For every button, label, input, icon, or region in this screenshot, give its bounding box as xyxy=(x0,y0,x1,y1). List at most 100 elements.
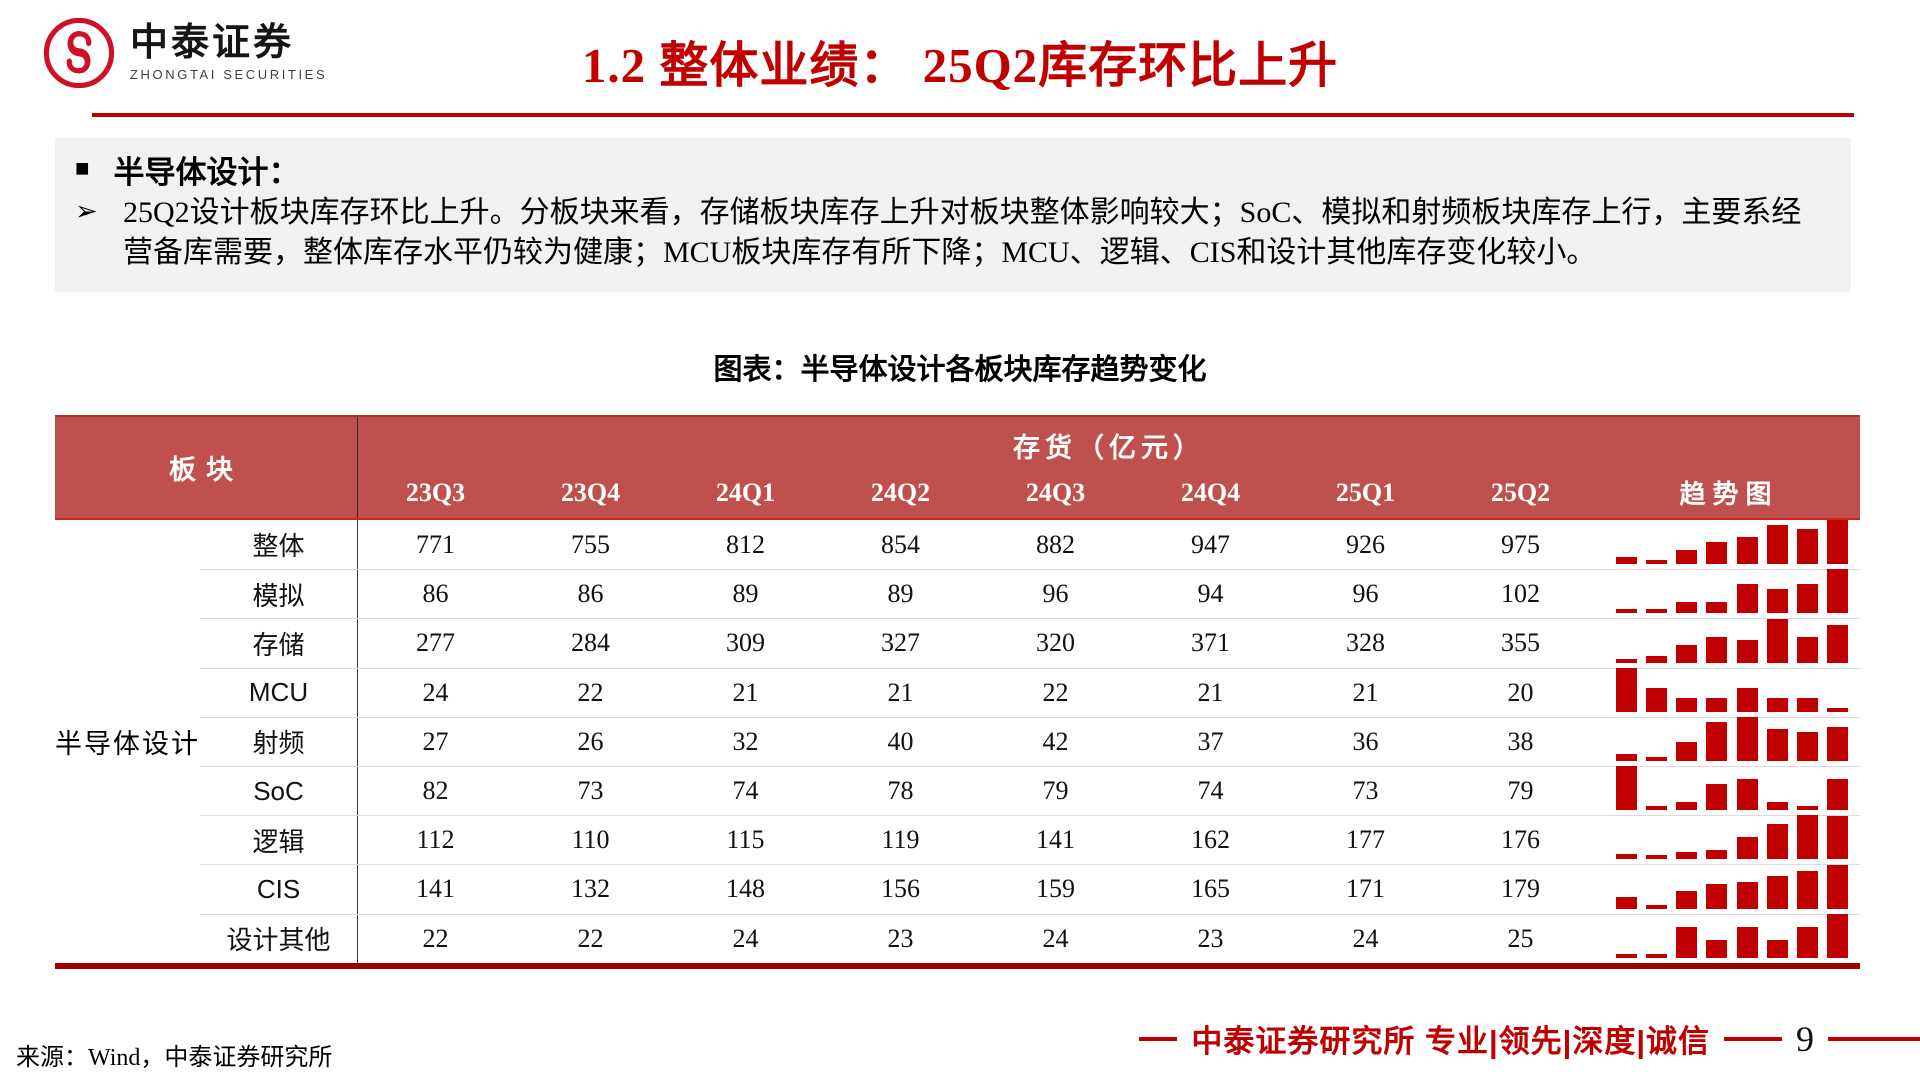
zhongtai-logo: 中泰证券 ZHONGTAI SECURITIES xyxy=(42,16,327,90)
spark-bar xyxy=(1736,584,1758,614)
trend-sparkline xyxy=(1598,766,1860,815)
logo-name-en: ZHONGTAI SECURITIES xyxy=(130,67,328,83)
spark-bar xyxy=(1766,876,1788,909)
inventory-value: 22 xyxy=(577,923,604,953)
spark-bar xyxy=(1646,806,1668,811)
inventory-value: 148 xyxy=(726,874,765,904)
inventory-value: 156 xyxy=(881,874,920,904)
spark-bar xyxy=(1796,529,1818,565)
inventory-value: 42 xyxy=(1042,726,1069,756)
inventory-value: 812 xyxy=(726,529,765,559)
spark-bar xyxy=(1616,557,1637,565)
spark-bar xyxy=(1676,927,1698,958)
inventory-value: 115 xyxy=(726,825,765,855)
inventory-value: 22 xyxy=(577,677,604,707)
table-row: 逻辑 112 110 115 119 141 162 177 176 xyxy=(55,815,1860,865)
segment-label: MCU xyxy=(200,668,358,717)
spark-bar xyxy=(1736,927,1758,958)
inventory-value: 24 xyxy=(732,923,759,953)
inventory-value: 132 xyxy=(571,874,610,904)
segment-label: 存储 xyxy=(200,619,358,668)
inventory-value: 79 xyxy=(1042,776,1069,806)
spark-bar xyxy=(1616,896,1637,909)
inventory-value: 40 xyxy=(887,726,914,756)
inventory-value: 102 xyxy=(1501,579,1540,609)
inventory-value: 165 xyxy=(1191,874,1230,904)
spark-bar xyxy=(1796,697,1818,712)
spark-bar xyxy=(1736,537,1758,565)
inventory-value: 854 xyxy=(881,529,920,559)
inventory-value: 177 xyxy=(1346,825,1385,855)
inventory-value: 755 xyxy=(571,529,610,559)
row-inner: 逻辑 112 110 115 119 141 162 177 176 xyxy=(200,815,1860,865)
header-inventory-unit: 存货（亿元） xyxy=(1013,432,1205,463)
table-row: 存储 277 284 309 327 320 371 328 355 xyxy=(55,618,1860,668)
inventory-value: 327 xyxy=(881,628,920,658)
inventory-value: 73 xyxy=(577,776,604,806)
trend-sparkline xyxy=(1598,618,1860,667)
inventory-value: 328 xyxy=(1346,628,1385,658)
inventory-value: 179 xyxy=(1501,874,1540,904)
spark-bar xyxy=(1796,815,1818,860)
spark-bar xyxy=(1766,697,1788,712)
inventory-value: 94 xyxy=(1197,579,1224,609)
spark-bar xyxy=(1676,852,1698,860)
spark-bar xyxy=(1706,783,1728,811)
spark-bar xyxy=(1826,815,1848,860)
spark-bar xyxy=(1736,779,1758,811)
summary-bullet-row: ➢ 25Q2设计板块库存环比上升。分板块来看，存储板块库存上升对板块整体影响较大… xyxy=(75,193,1825,273)
inventory-value: 309 xyxy=(726,628,765,658)
trend-sparkline xyxy=(1598,716,1860,766)
quarter-header: 24Q1 xyxy=(715,477,776,507)
inventory-value: 96 xyxy=(1352,579,1379,609)
spark-bar xyxy=(1766,618,1788,663)
inventory-value: 24 xyxy=(422,677,449,707)
inventory-value: 21 xyxy=(732,677,759,707)
summary-box: ■ 半导体设计： ➢ 25Q2设计板块库存环比上升。分板块来看，存储板块库存上升… xyxy=(55,138,1851,292)
spark-bar xyxy=(1706,637,1728,663)
spark-bar xyxy=(1676,697,1698,712)
spark-bar xyxy=(1826,707,1848,712)
spark-bar xyxy=(1826,913,1848,958)
spark-bar xyxy=(1616,854,1637,860)
inventory-value: 36 xyxy=(1352,726,1379,756)
inventory-value: 86 xyxy=(577,579,604,609)
inventory-value: 771 xyxy=(416,529,455,559)
spark-bar xyxy=(1736,716,1758,761)
spark-bar xyxy=(1736,836,1758,860)
inventory-value: 20 xyxy=(1507,677,1534,707)
spark-bar xyxy=(1706,721,1728,761)
inventory-value: 162 xyxy=(1191,825,1230,855)
spark-bar xyxy=(1826,726,1848,761)
row-inner: 模拟 86 86 89 89 96 94 96 102 xyxy=(200,569,1860,619)
quarter-header: 24Q3 xyxy=(1025,477,1086,507)
inventory-value: 112 xyxy=(416,825,455,855)
inventory-value: 284 xyxy=(571,628,610,658)
spark-bar xyxy=(1676,801,1698,811)
segment-label: 设计其他 xyxy=(200,914,358,963)
inventory-value: 96 xyxy=(1042,579,1069,609)
spark-bar xyxy=(1796,584,1818,614)
spark-bar xyxy=(1646,560,1668,565)
spark-bar xyxy=(1706,601,1728,614)
segment-label: SoC xyxy=(200,766,358,816)
table-row: 射频 27 26 32 40 42 37 36 38 xyxy=(55,716,1860,766)
logo-name-cn: 中泰证券 xyxy=(130,22,295,65)
chart-caption: 图表：半导体设计各板块库存趋势变化 xyxy=(713,354,1207,386)
inventory-value: 22 xyxy=(1042,677,1069,707)
inventory-value: 947 xyxy=(1191,529,1230,559)
segment-label: 逻辑 xyxy=(200,816,358,865)
inventory-value: 159 xyxy=(1036,874,1075,904)
inventory-value: 27 xyxy=(422,726,449,756)
spark-bar xyxy=(1616,609,1637,614)
inventory-value: 171 xyxy=(1346,874,1385,904)
inventory-value: 21 xyxy=(1352,677,1379,707)
spark-bar xyxy=(1766,824,1788,860)
inventory-value: 22 xyxy=(422,923,449,953)
footer-brand-row: 中泰证券研究所 专业|领先|深度|诚信 9 xyxy=(1139,1016,1920,1061)
inventory-value: 21 xyxy=(1197,677,1224,707)
inventory-value: 141 xyxy=(416,874,455,904)
table-body: 整体 771 755 812 854 882 947 926 975 模拟 86 86 89 89 96 94… xyxy=(55,520,1860,969)
inventory-value: 79 xyxy=(1507,776,1534,806)
